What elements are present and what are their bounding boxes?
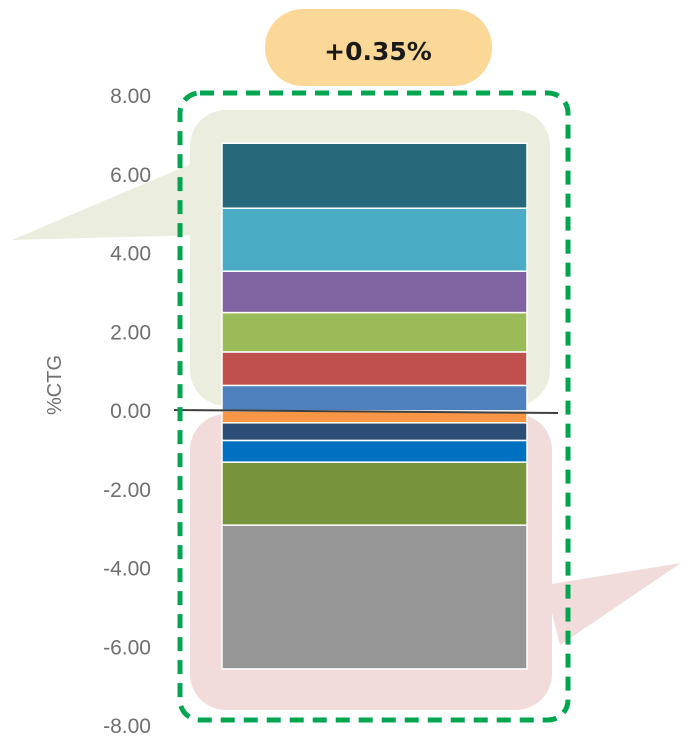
total-label: +0.35%	[324, 37, 432, 66]
y-tick-label: -4.00	[103, 558, 151, 581]
positive-bar-segment	[221, 384, 528, 412]
positive-bar-segment	[221, 207, 528, 272]
y-tick-label: 0.00	[110, 400, 151, 423]
y-tick-label: 6.00	[110, 164, 151, 187]
negative-bar-segment	[221, 422, 528, 442]
positive-callout-pointer	[12, 160, 200, 240]
y-tick-label: 2.00	[110, 321, 151, 344]
positive-bar-segment	[221, 270, 528, 314]
y-tick-label: -2.00	[103, 479, 151, 502]
dashed-highlight-border	[177, 90, 571, 723]
negative-bar-segment	[221, 439, 528, 463]
positive-bar-segment	[221, 351, 528, 387]
negative-callout-pointer	[545, 563, 681, 645]
negative-bar-segment	[221, 461, 528, 526]
total-badge	[265, 9, 492, 86]
positive-bar-segment	[221, 142, 528, 209]
y-tick-label: -8.00	[103, 715, 151, 738]
negative-bar-segment	[221, 524, 528, 670]
y-tick-label: 4.00	[110, 243, 151, 266]
positive-bar-segment	[221, 311, 528, 353]
y-tick-label: -6.00	[103, 636, 151, 659]
zero-axis-line	[173, 409, 559, 414]
y-axis-label: %CTG	[44, 355, 66, 415]
y-tick-label: 8.00	[110, 85, 151, 108]
